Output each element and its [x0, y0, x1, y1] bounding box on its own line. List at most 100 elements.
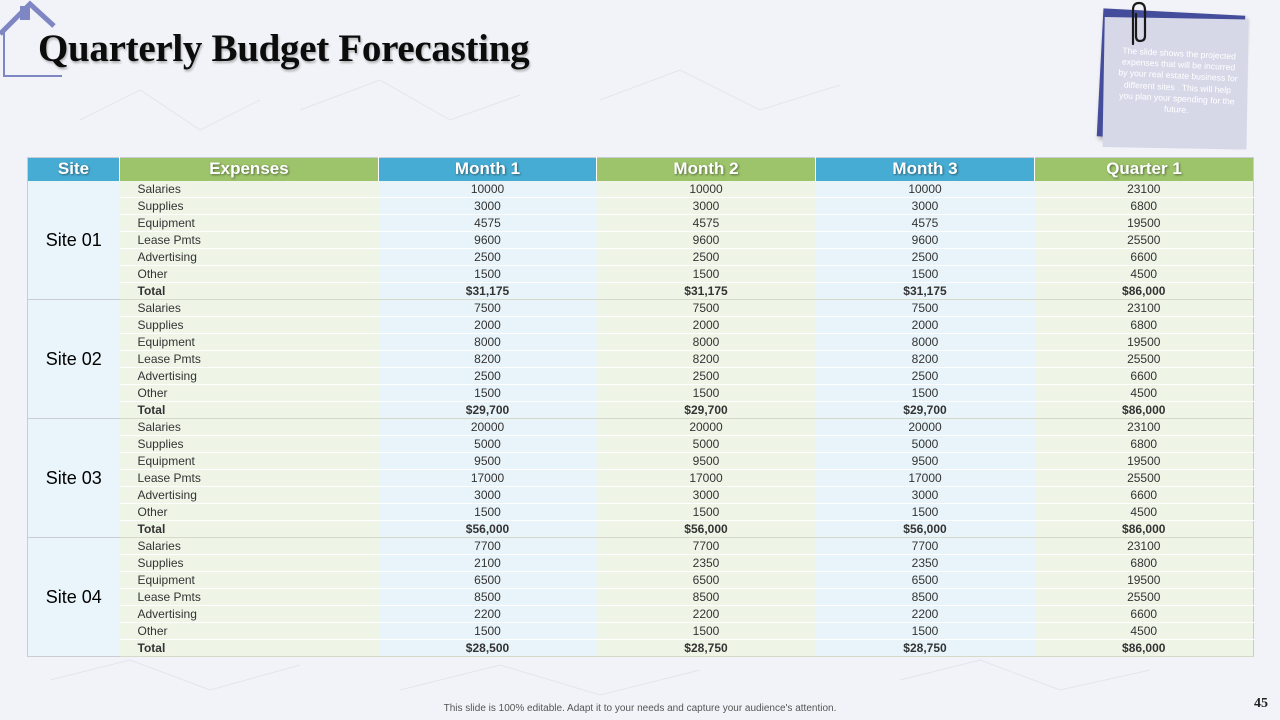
- table-row: Site 02 Salaries 7500 7500 7500 23100: [27, 299, 1254, 419]
- month-2-cell: 3000: [596, 486, 816, 504]
- site-label: Site 02: [27, 299, 120, 419]
- expense-cell: Lease Pmts: [119, 588, 379, 606]
- quarter-1-cell: 23100: [1034, 537, 1254, 555]
- table-row: Total $31,175 $31,175 $31,175 $86,000: [28, 282, 1254, 300]
- expense-cell: Other: [119, 503, 379, 521]
- quarter-1-cell: 6600: [1034, 248, 1254, 266]
- month-2-cell: 1500: [596, 384, 816, 402]
- quarter-1-cell: 25500: [1034, 231, 1254, 249]
- expense-cell: Lease Pmts: [119, 469, 379, 487]
- expense-cell: Other: [119, 265, 379, 283]
- expense-cell: Equipment: [119, 571, 379, 589]
- table-row: Other 1500 1500 1500 4500: [28, 622, 1254, 640]
- table-row: Supplies 2000 2000 2000 6800: [28, 316, 1254, 334]
- table-row: Total $28,500 $28,750 $28,750 $86,000: [28, 639, 1254, 657]
- month-1-cell: $29,700: [378, 401, 597, 419]
- expense-cell: Total: [119, 520, 379, 538]
- table-row: Advertising 3000 3000 3000 6600: [28, 486, 1254, 504]
- quarter-1-cell: $86,000: [1034, 520, 1254, 538]
- month-3-cell: 1500: [815, 622, 1035, 640]
- month-1-cell: 8000: [378, 333, 597, 351]
- site-label: Site 03: [27, 418, 120, 538]
- table-row: Total $56,000 $56,000 $56,000 $86,000: [28, 520, 1254, 538]
- month-2-cell: $28,750: [596, 639, 816, 657]
- table-row: Supplies 5000 5000 5000 6800: [28, 435, 1254, 453]
- expense-cell: Supplies: [119, 435, 379, 453]
- month-2-cell: 2500: [596, 248, 816, 266]
- paperclip-icon: [1131, 1, 1147, 46]
- site-label: Site 01: [27, 180, 120, 300]
- expense-cell: Lease Pmts: [119, 231, 379, 249]
- table-row: Other 1500 1500 1500 4500: [28, 384, 1254, 402]
- expense-cell: Other: [119, 622, 379, 640]
- table-row: Advertising 2500 2500 2500 6600: [28, 248, 1254, 266]
- footer-note: This slide is 100% editable. Adapt it to…: [443, 703, 837, 714]
- month-1-cell: 8500: [378, 588, 597, 606]
- table-row: Site 03 Salaries 20000 20000 20000 23100: [27, 418, 1254, 538]
- month-2-cell: $29,700: [596, 401, 816, 419]
- quarter-1-cell: 4500: [1034, 503, 1254, 521]
- quarter-1-cell: 19500: [1034, 571, 1254, 589]
- month-1-cell: 7700: [378, 537, 597, 555]
- quarter-1-cell: 6800: [1034, 316, 1254, 334]
- month-1-cell: 17000: [378, 469, 597, 487]
- expense-cell: Salaries: [119, 180, 379, 198]
- table-body: Site 01 Salaries 10000 10000 10000 23100 Suppl…: [27, 180, 1254, 657]
- month-1-cell: 2100: [378, 554, 597, 572]
- month-2-cell: 3000: [596, 197, 816, 215]
- house-icon: [0, 0, 62, 77]
- month-2-cell: 9500: [596, 452, 816, 470]
- table-row: Lease Pmts 17000 17000 17000 25500: [28, 469, 1254, 487]
- month-2-cell: 2000: [596, 316, 816, 334]
- table-row: Site 04 Salaries 7700 7700 7700 23100: [27, 537, 1254, 657]
- month-3-cell: 7700: [815, 537, 1035, 555]
- month-2-cell: 2500: [596, 367, 816, 385]
- month-3-cell: 20000: [815, 418, 1035, 436]
- month-1-cell: $28,500: [378, 639, 597, 657]
- month-2-cell: 8500: [596, 588, 816, 606]
- month-3-cell: 10000: [815, 180, 1035, 198]
- expense-cell: Advertising: [119, 486, 379, 504]
- expense-cell: Salaries: [119, 418, 379, 436]
- expense-cell: Equipment: [119, 452, 379, 470]
- month-1-cell: 7500: [378, 299, 597, 317]
- expense-cell: Equipment: [119, 214, 379, 232]
- month-3-cell: 2350: [815, 554, 1035, 572]
- header-site: Site: [27, 157, 120, 181]
- month-2-cell: 1500: [596, 503, 816, 521]
- table-row: Advertising 2500 2500 2500 6600: [28, 367, 1254, 385]
- month-1-cell: 20000: [378, 418, 597, 436]
- header-quarter-1: Quarter 1: [1034, 157, 1254, 181]
- month-3-cell: 2200: [815, 605, 1035, 623]
- expense-cell: Equipment: [119, 333, 379, 351]
- quarter-1-cell: $86,000: [1034, 282, 1254, 300]
- quarter-1-cell: 19500: [1034, 452, 1254, 470]
- month-3-cell: 2500: [815, 367, 1035, 385]
- expense-cell: Advertising: [119, 367, 379, 385]
- month-1-cell: $31,175: [378, 282, 597, 300]
- quarter-1-cell: 6800: [1034, 435, 1254, 453]
- quarter-1-cell: 25500: [1034, 469, 1254, 487]
- month-3-cell: 6500: [815, 571, 1035, 589]
- month-2-cell: 20000: [596, 418, 816, 436]
- month-1-cell: $56,000: [378, 520, 597, 538]
- site-label: Site 04: [27, 537, 120, 657]
- month-1-cell: 1500: [378, 265, 597, 283]
- expense-cell: Advertising: [119, 605, 379, 623]
- quarter-1-cell: 23100: [1034, 299, 1254, 317]
- month-2-cell: 4575: [596, 214, 816, 232]
- month-3-cell: 8000: [815, 333, 1035, 351]
- month-2-cell: 7500: [596, 299, 816, 317]
- month-3-cell: 1500: [815, 384, 1035, 402]
- table-row: Other 1500 1500 1500 4500: [28, 265, 1254, 283]
- month-3-cell: 17000: [815, 469, 1035, 487]
- table-row: Supplies 2100 2350 2350 6800: [28, 554, 1254, 572]
- note-card: The slide shows the projected expenses t…: [1096, 8, 1246, 144]
- month-2-cell: 8000: [596, 333, 816, 351]
- month-1-cell: 9500: [378, 452, 597, 470]
- month-3-cell: 9600: [815, 231, 1035, 249]
- quarter-1-cell: 23100: [1034, 418, 1254, 436]
- table-row: Site 01 Salaries 10000 10000 10000 23100: [27, 180, 1254, 300]
- quarter-1-cell: 23100: [1034, 180, 1254, 198]
- month-3-cell: 8500: [815, 588, 1035, 606]
